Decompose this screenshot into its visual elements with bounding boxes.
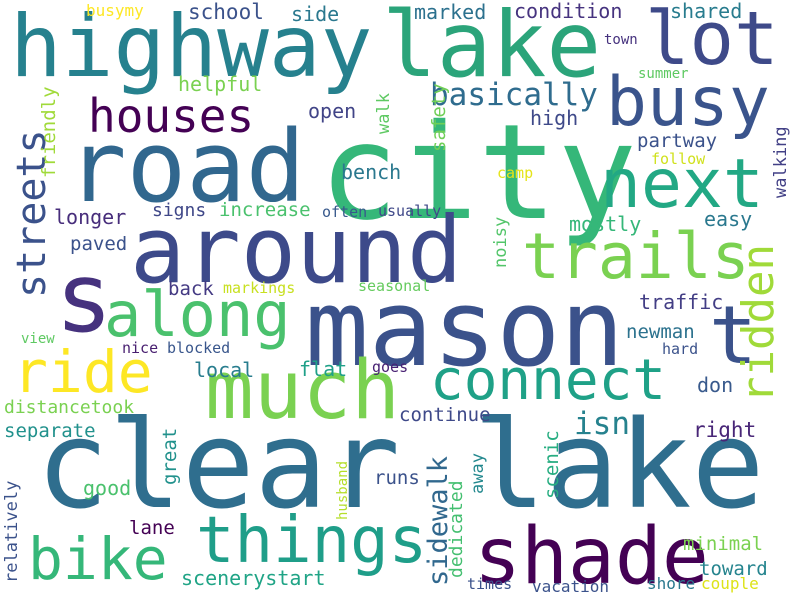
word-follow: follow	[651, 150, 706, 168]
word-right: right	[693, 418, 757, 442]
word-lake: lake	[382, 0, 602, 98]
word-signs: signs	[152, 200, 207, 221]
word-husband: husband	[335, 460, 351, 520]
word-vacation: vacation	[532, 577, 610, 596]
word-shade: shade	[474, 512, 709, 600]
word-road: road	[67, 110, 306, 225]
word-lane: lane	[129, 517, 175, 539]
word-s: s	[55, 242, 113, 354]
word-school: school	[188, 0, 264, 24]
word-times: times	[467, 575, 513, 593]
word-mostly: mostly	[569, 212, 642, 236]
word-often: often	[322, 203, 368, 221]
word-increase: increase	[219, 199, 311, 221]
word-goes: goes	[372, 358, 409, 376]
word-newman: newman	[626, 321, 695, 343]
word-longer: longer	[54, 205, 127, 229]
word-nice: nice	[122, 339, 159, 357]
word-walking: walking	[771, 126, 791, 198]
word-partway: partway	[637, 130, 718, 152]
word-trails: trails	[522, 220, 750, 293]
word-high: high	[530, 106, 579, 130]
word-basically: basically	[430, 77, 598, 113]
word-blocked: blocked	[167, 339, 231, 357]
word-camp: camp	[497, 164, 534, 182]
word-city: city	[319, 96, 637, 250]
word-open: open	[308, 99, 357, 123]
word-isn: isn	[574, 406, 630, 442]
word-summer: summer	[638, 66, 689, 82]
word-clear-lake: clear lake	[36, 395, 765, 536]
word-much: much	[205, 344, 401, 438]
word-side: side	[291, 2, 340, 26]
word-hard: hard	[662, 340, 699, 358]
word-distancetook: distancetook	[4, 397, 135, 418]
word-next: next	[600, 145, 764, 224]
word-traffic: traffic	[639, 290, 724, 314]
word-highway: highway	[10, 0, 373, 97]
word-lot: lot	[645, 0, 779, 82]
word-around: around	[130, 197, 463, 304]
word-dedicated: dedicated	[446, 480, 467, 578]
word-don: don	[697, 373, 734, 397]
word-houses: houses	[88, 89, 255, 143]
word-easy: easy	[704, 207, 753, 231]
word-separate: separate	[4, 420, 96, 442]
word-town: town	[604, 32, 638, 48]
word-flat: flat	[299, 357, 348, 381]
word-scenerystart: scenerystart	[181, 566, 326, 590]
word-mason: mason	[305, 267, 625, 390]
word-safety: safety	[428, 83, 450, 152]
word-great: great	[159, 427, 181, 485]
word-noisy: noisy	[491, 216, 511, 268]
word-condition: condition	[514, 0, 623, 23]
word-busymy: busymy	[86, 1, 144, 20]
word-back: back	[168, 278, 214, 300]
word-seasonal: seasonal	[358, 277, 431, 295]
word-marked: marked	[414, 0, 487, 24]
word-away: away	[468, 453, 488, 494]
word-helpful: helpful	[178, 72, 263, 96]
word-ridden: ridden	[733, 244, 784, 403]
word-shared: shared	[670, 0, 743, 23]
word-usually: usually	[378, 202, 442, 220]
word-connect: connect	[430, 348, 667, 413]
word-view: view	[21, 331, 55, 347]
word-friendly: friendly	[38, 86, 60, 178]
word-along: along	[104, 278, 291, 351]
word-relatively: relatively	[2, 480, 22, 583]
word-walk: walk	[374, 93, 394, 134]
word-shore: shore	[647, 574, 696, 593]
word-good: good	[83, 476, 132, 500]
word-t: t	[709, 289, 758, 382]
word-markings: markings	[223, 279, 296, 297]
word-bench: bench	[341, 160, 402, 184]
word-paved: paved	[70, 233, 128, 255]
word-scenic: scenic	[541, 430, 563, 499]
word-things: things	[196, 504, 428, 578]
word-couple: couple	[701, 574, 759, 593]
word-continue: continue	[399, 404, 491, 426]
word-ride: ride	[13, 338, 153, 406]
word-minimal: minimal	[683, 533, 764, 555]
word-busy: busy	[606, 63, 770, 142]
word-local: local	[194, 358, 255, 382]
word-toward: toward	[699, 558, 768, 580]
word-runs: runs	[374, 467, 420, 489]
word-bike: bike	[28, 525, 168, 593]
